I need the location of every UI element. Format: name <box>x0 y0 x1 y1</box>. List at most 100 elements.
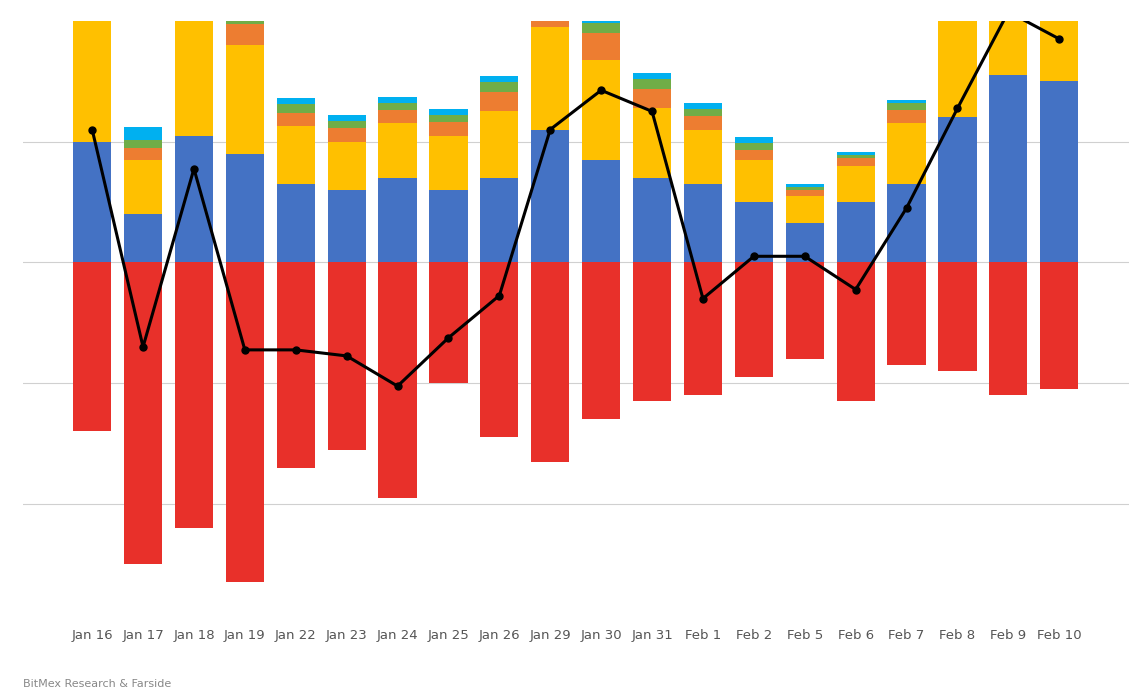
Bar <box>684 103 722 109</box>
Bar <box>327 262 366 450</box>
Bar <box>735 202 773 262</box>
Bar <box>1040 262 1078 389</box>
Bar <box>735 160 773 202</box>
Bar <box>887 262 926 365</box>
Bar <box>633 89 671 108</box>
Bar <box>480 112 519 178</box>
Bar <box>531 27 569 130</box>
Bar <box>226 262 264 582</box>
Bar <box>174 262 213 528</box>
Bar <box>73 3 112 142</box>
Bar <box>124 148 162 160</box>
Bar <box>938 117 977 262</box>
Bar <box>531 0 569 8</box>
Bar <box>277 103 315 113</box>
Bar <box>735 143 773 150</box>
Bar <box>837 166 874 202</box>
Bar <box>684 109 722 116</box>
Bar <box>174 135 213 262</box>
Bar <box>684 184 722 262</box>
Bar <box>124 127 162 140</box>
Bar <box>785 196 824 223</box>
Bar <box>124 140 162 148</box>
Bar <box>226 24 264 45</box>
Bar <box>735 150 773 160</box>
Bar <box>327 128 366 142</box>
Bar <box>837 158 874 166</box>
Bar <box>124 262 162 564</box>
Bar <box>327 142 366 190</box>
Bar <box>277 97 315 103</box>
Bar <box>735 262 773 377</box>
Bar <box>1040 0 1078 81</box>
Bar <box>174 0 213 15</box>
Bar <box>583 60 620 160</box>
Bar <box>837 262 874 401</box>
Bar <box>938 12 977 117</box>
Bar <box>938 0 977 12</box>
Bar <box>785 190 824 196</box>
Bar <box>277 262 315 468</box>
Bar <box>327 115 366 121</box>
Bar <box>124 214 162 262</box>
Bar <box>887 110 926 124</box>
Bar <box>531 8 569 27</box>
Bar <box>1040 81 1078 262</box>
Bar <box>785 262 824 359</box>
Bar <box>277 113 315 126</box>
Bar <box>990 262 1027 395</box>
Bar <box>378 103 416 110</box>
Bar <box>327 190 366 262</box>
Bar <box>887 124 926 184</box>
Bar <box>633 108 671 178</box>
Bar <box>174 15 213 135</box>
Bar <box>430 109 467 115</box>
Bar <box>378 178 416 262</box>
Bar <box>73 0 112 3</box>
Bar <box>583 262 620 419</box>
Bar <box>378 262 416 498</box>
Bar <box>785 223 824 262</box>
Bar <box>633 74 671 79</box>
Bar <box>990 75 1027 262</box>
Bar <box>124 160 162 214</box>
Bar <box>887 103 926 110</box>
Bar <box>735 137 773 143</box>
Bar <box>430 122 467 135</box>
Bar <box>430 135 467 190</box>
Bar <box>531 130 569 262</box>
Bar <box>785 184 824 187</box>
Bar <box>226 45 264 153</box>
Bar <box>887 100 926 103</box>
Bar <box>430 262 467 383</box>
Bar <box>887 184 926 262</box>
Bar <box>583 17 620 23</box>
Bar <box>480 262 519 437</box>
Bar <box>583 160 620 262</box>
Bar <box>837 202 874 262</box>
Bar <box>633 178 671 262</box>
Bar <box>583 33 620 60</box>
Bar <box>226 0 264 10</box>
Bar <box>378 110 416 124</box>
Bar <box>633 262 671 401</box>
Bar <box>837 153 874 155</box>
Bar <box>480 178 519 262</box>
Bar <box>684 262 722 395</box>
Bar <box>684 116 722 130</box>
Bar <box>430 115 467 122</box>
Bar <box>480 83 519 92</box>
Bar <box>73 262 112 432</box>
Bar <box>531 262 569 462</box>
Bar <box>684 130 722 184</box>
Bar <box>583 23 620 33</box>
Bar <box>990 0 1027 75</box>
Bar <box>785 187 824 190</box>
Bar <box>226 153 264 262</box>
Bar <box>327 121 366 128</box>
Bar <box>378 124 416 178</box>
Bar <box>938 262 977 371</box>
Bar <box>277 184 315 262</box>
Bar <box>226 10 264 24</box>
Bar <box>480 92 519 112</box>
